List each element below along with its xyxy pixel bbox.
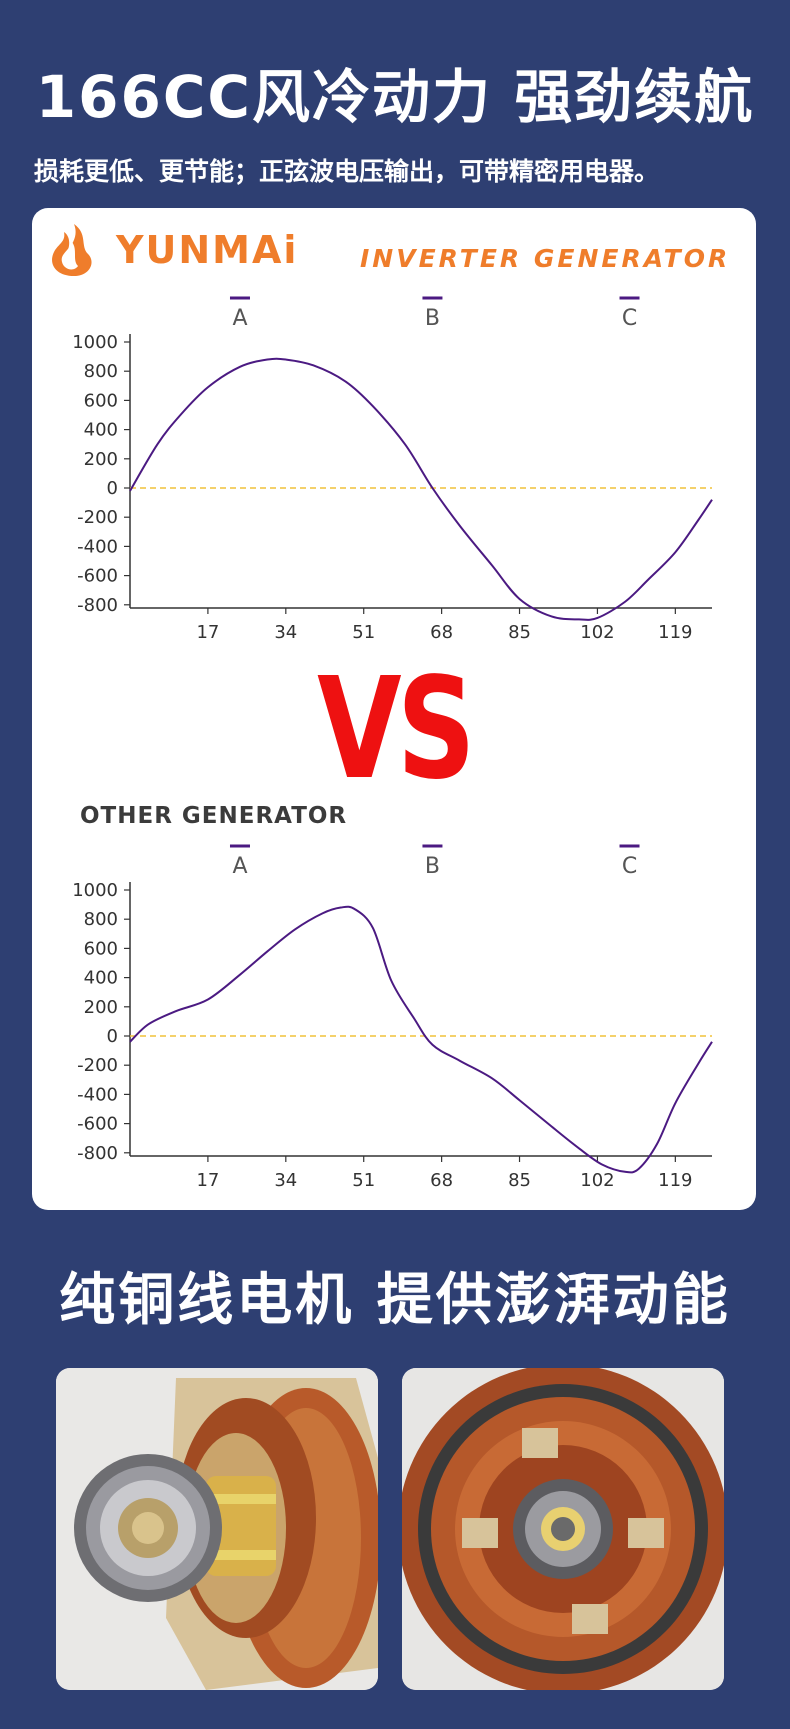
brand-header: YUNMAi INVERTER GENERATOR [44,220,744,280]
y-tick-label: 600 [84,390,118,411]
brand-name: YUNMAi [116,228,299,272]
waveform-line [129,357,713,621]
x-tick-label: 17 [196,1170,219,1191]
y-tick-label: 800 [84,909,118,930]
y-tick-label: 800 [84,361,118,382]
x-tick-label: 51 [352,622,375,643]
brand-tagline: INVERTER GENERATOR [360,244,731,273]
y-tick-label: 200 [84,997,118,1018]
section-title: 纯铜线电机 提供澎湃动能 [59,1268,731,1333]
x-tick-label: 85 [508,1170,531,1191]
marker-label: C [622,854,637,879]
y-tick-label: -600 [77,566,118,587]
y-tick-label: 0 [107,1026,118,1047]
x-tick-label: 119 [658,1170,692,1191]
y-tick-label: -200 [77,507,118,528]
marker-label: B [425,306,440,331]
marker-label: A [232,306,247,331]
x-tick-label: 85 [508,622,531,643]
x-tick-label: 17 [196,622,219,643]
x-tick-label: 51 [352,1170,375,1191]
stator-photo [402,1368,724,1690]
waveform-line [129,905,713,1174]
x-tick-label: 102 [580,622,614,643]
x-tick-label: 68 [430,1170,453,1191]
y-tick-label: 200 [84,449,118,470]
inverter-waveform-chart: 1000 800 600 400 200 0 -200 -400 -600 -800 17 34 51 6… [72,296,713,643]
marker-label: C [622,306,637,331]
y-tick-label: -600 [77,1114,118,1135]
other-waveform-chart: 1000 800 600 400 200 0 -200 -400 -600 -800 17 34 51 6… [72,844,713,1191]
vs-label: VS [317,648,475,811]
marker-label: A [232,854,247,879]
y-tick-label: -400 [77,536,118,557]
x-tick-label: 34 [274,1170,297,1191]
x-tick-label: 34 [274,622,297,643]
comparison-card: YUNMAi INVERTER GENERATOR 1000 800 600 400 2… [32,208,756,1210]
y-tick-label: -200 [77,1055,118,1076]
y-tick-label: 1000 [72,880,118,901]
y-tick-label: -400 [77,1084,118,1105]
motor-shaft-illustration [56,1368,378,1690]
y-tick-label: 400 [84,968,118,989]
stator-coil-illustration [402,1368,724,1690]
x-tick-label: 102 [580,1170,614,1191]
x-tick-label: 68 [430,622,453,643]
y-tick-label: -800 [77,595,118,616]
y-tick-label: 400 [84,420,118,441]
other-generator-title: OTHER GENERATOR [80,803,348,829]
x-tick-label: 119 [658,622,692,643]
motor-side-photo [56,1368,378,1690]
page-subtitle: 损耗更低、更节能；正弦波电压输出，可带精密用电器。 [34,157,660,186]
y-tick-label: 1000 [72,332,118,353]
marker-label: B [425,854,440,879]
y-tick-label: 0 [107,478,118,499]
page-title: 166CC风冷动力 强劲续航 [35,63,755,131]
flame-logo-icon [52,224,92,276]
y-tick-label: -800 [77,1143,118,1164]
y-tick-label: 600 [84,938,118,959]
